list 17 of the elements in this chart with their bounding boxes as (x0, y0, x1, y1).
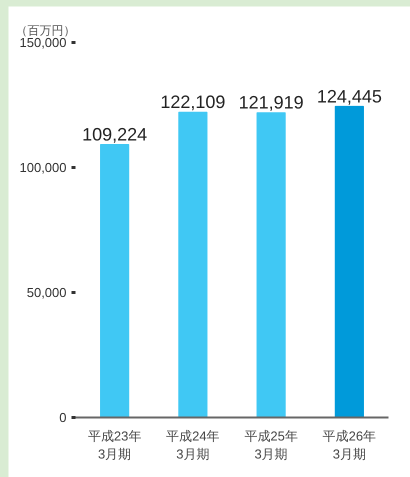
y-tick-label: 100,000 (20, 160, 67, 175)
bar (334, 106, 364, 418)
x-tick-label: 平成23年 3月期 (88, 428, 142, 462)
data-label: 109,224 (82, 124, 148, 144)
bar (256, 112, 286, 418)
data-label: 124,445 (316, 86, 382, 106)
data-label: 122,109 (160, 92, 226, 112)
bar (100, 144, 130, 418)
y-tick-label: 0 (59, 410, 67, 425)
x-tick-label: 平成25年 3月期 (244, 428, 298, 462)
data-label: 121,919 (238, 92, 304, 113)
x-tick-label: 平成26年 3月期 (322, 428, 376, 462)
y-axis-title: （百万円） (16, 24, 76, 38)
y-tick-label: 50,000 (26, 285, 67, 300)
x-tick-label: 平成24年 3月期 (166, 428, 220, 462)
y-tick-label: 150,000 (20, 35, 67, 50)
bar (178, 112, 208, 418)
